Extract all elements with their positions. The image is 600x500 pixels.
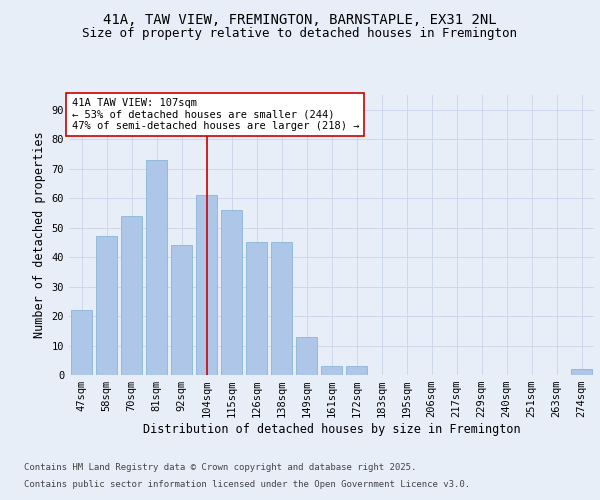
Bar — [171, 246, 192, 375]
Bar — [346, 366, 367, 375]
Bar — [121, 216, 142, 375]
Bar — [221, 210, 242, 375]
Text: 41A, TAW VIEW, FREMINGTON, BARNSTAPLE, EX31 2NL: 41A, TAW VIEW, FREMINGTON, BARNSTAPLE, E… — [103, 12, 497, 26]
Text: Contains public sector information licensed under the Open Government Licence v3: Contains public sector information licen… — [24, 480, 470, 489]
Bar — [296, 336, 317, 375]
Y-axis label: Number of detached properties: Number of detached properties — [33, 132, 46, 338]
Bar — [196, 195, 217, 375]
Text: 41A TAW VIEW: 107sqm
← 53% of detached houses are smaller (244)
47% of semi-deta: 41A TAW VIEW: 107sqm ← 53% of detached h… — [71, 98, 359, 131]
Bar — [271, 242, 292, 375]
Bar — [571, 369, 592, 375]
Bar — [146, 160, 167, 375]
Bar — [71, 310, 92, 375]
Bar — [321, 366, 342, 375]
Text: Size of property relative to detached houses in Fremington: Size of property relative to detached ho… — [83, 28, 517, 40]
Bar — [246, 242, 267, 375]
X-axis label: Distribution of detached houses by size in Fremington: Distribution of detached houses by size … — [143, 423, 520, 436]
Bar — [96, 236, 117, 375]
Text: Contains HM Land Registry data © Crown copyright and database right 2025.: Contains HM Land Registry data © Crown c… — [24, 464, 416, 472]
